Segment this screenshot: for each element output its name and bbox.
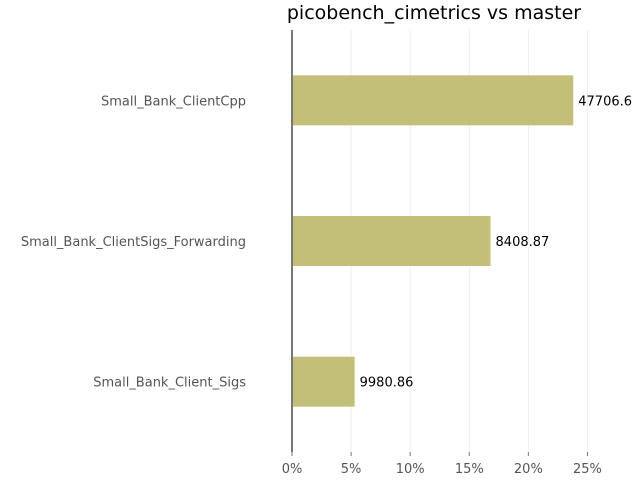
- bars: [292, 75, 574, 407]
- category-label: Small_Bank_ClientSigs_Forwarding: [21, 235, 246, 250]
- category-labels: Small_Bank_ClientCpp Small_Bank_ClientSig…: [21, 94, 246, 390]
- bar: [292, 356, 355, 407]
- bar: [292, 75, 574, 126]
- category-label: Small_Bank_Client_Sigs: [93, 376, 246, 391]
- x-tick-label: 10%: [396, 462, 425, 477]
- x-tick-label: 15%: [455, 462, 484, 477]
- category-label: Small_Bank_ClientCpp: [101, 94, 246, 109]
- x-tick-label: 20%: [514, 462, 543, 477]
- data-labels: 47706.6 8408.87 9980.86: [360, 94, 632, 390]
- x-tick-label: 0%: [282, 462, 303, 477]
- x-tick-label: 5%: [341, 462, 362, 477]
- bar: [292, 216, 491, 266]
- data-label: 8408.87: [496, 235, 550, 250]
- chart-title: picobench_cimetrics vs master: [287, 2, 581, 24]
- data-label: 47706.6: [578, 94, 632, 109]
- data-label: 9980.86: [360, 376, 414, 391]
- x-tick-label: 25%: [573, 462, 602, 477]
- x-axis-ticks: 0% 5% 10% 15% 20% 25%: [282, 452, 602, 477]
